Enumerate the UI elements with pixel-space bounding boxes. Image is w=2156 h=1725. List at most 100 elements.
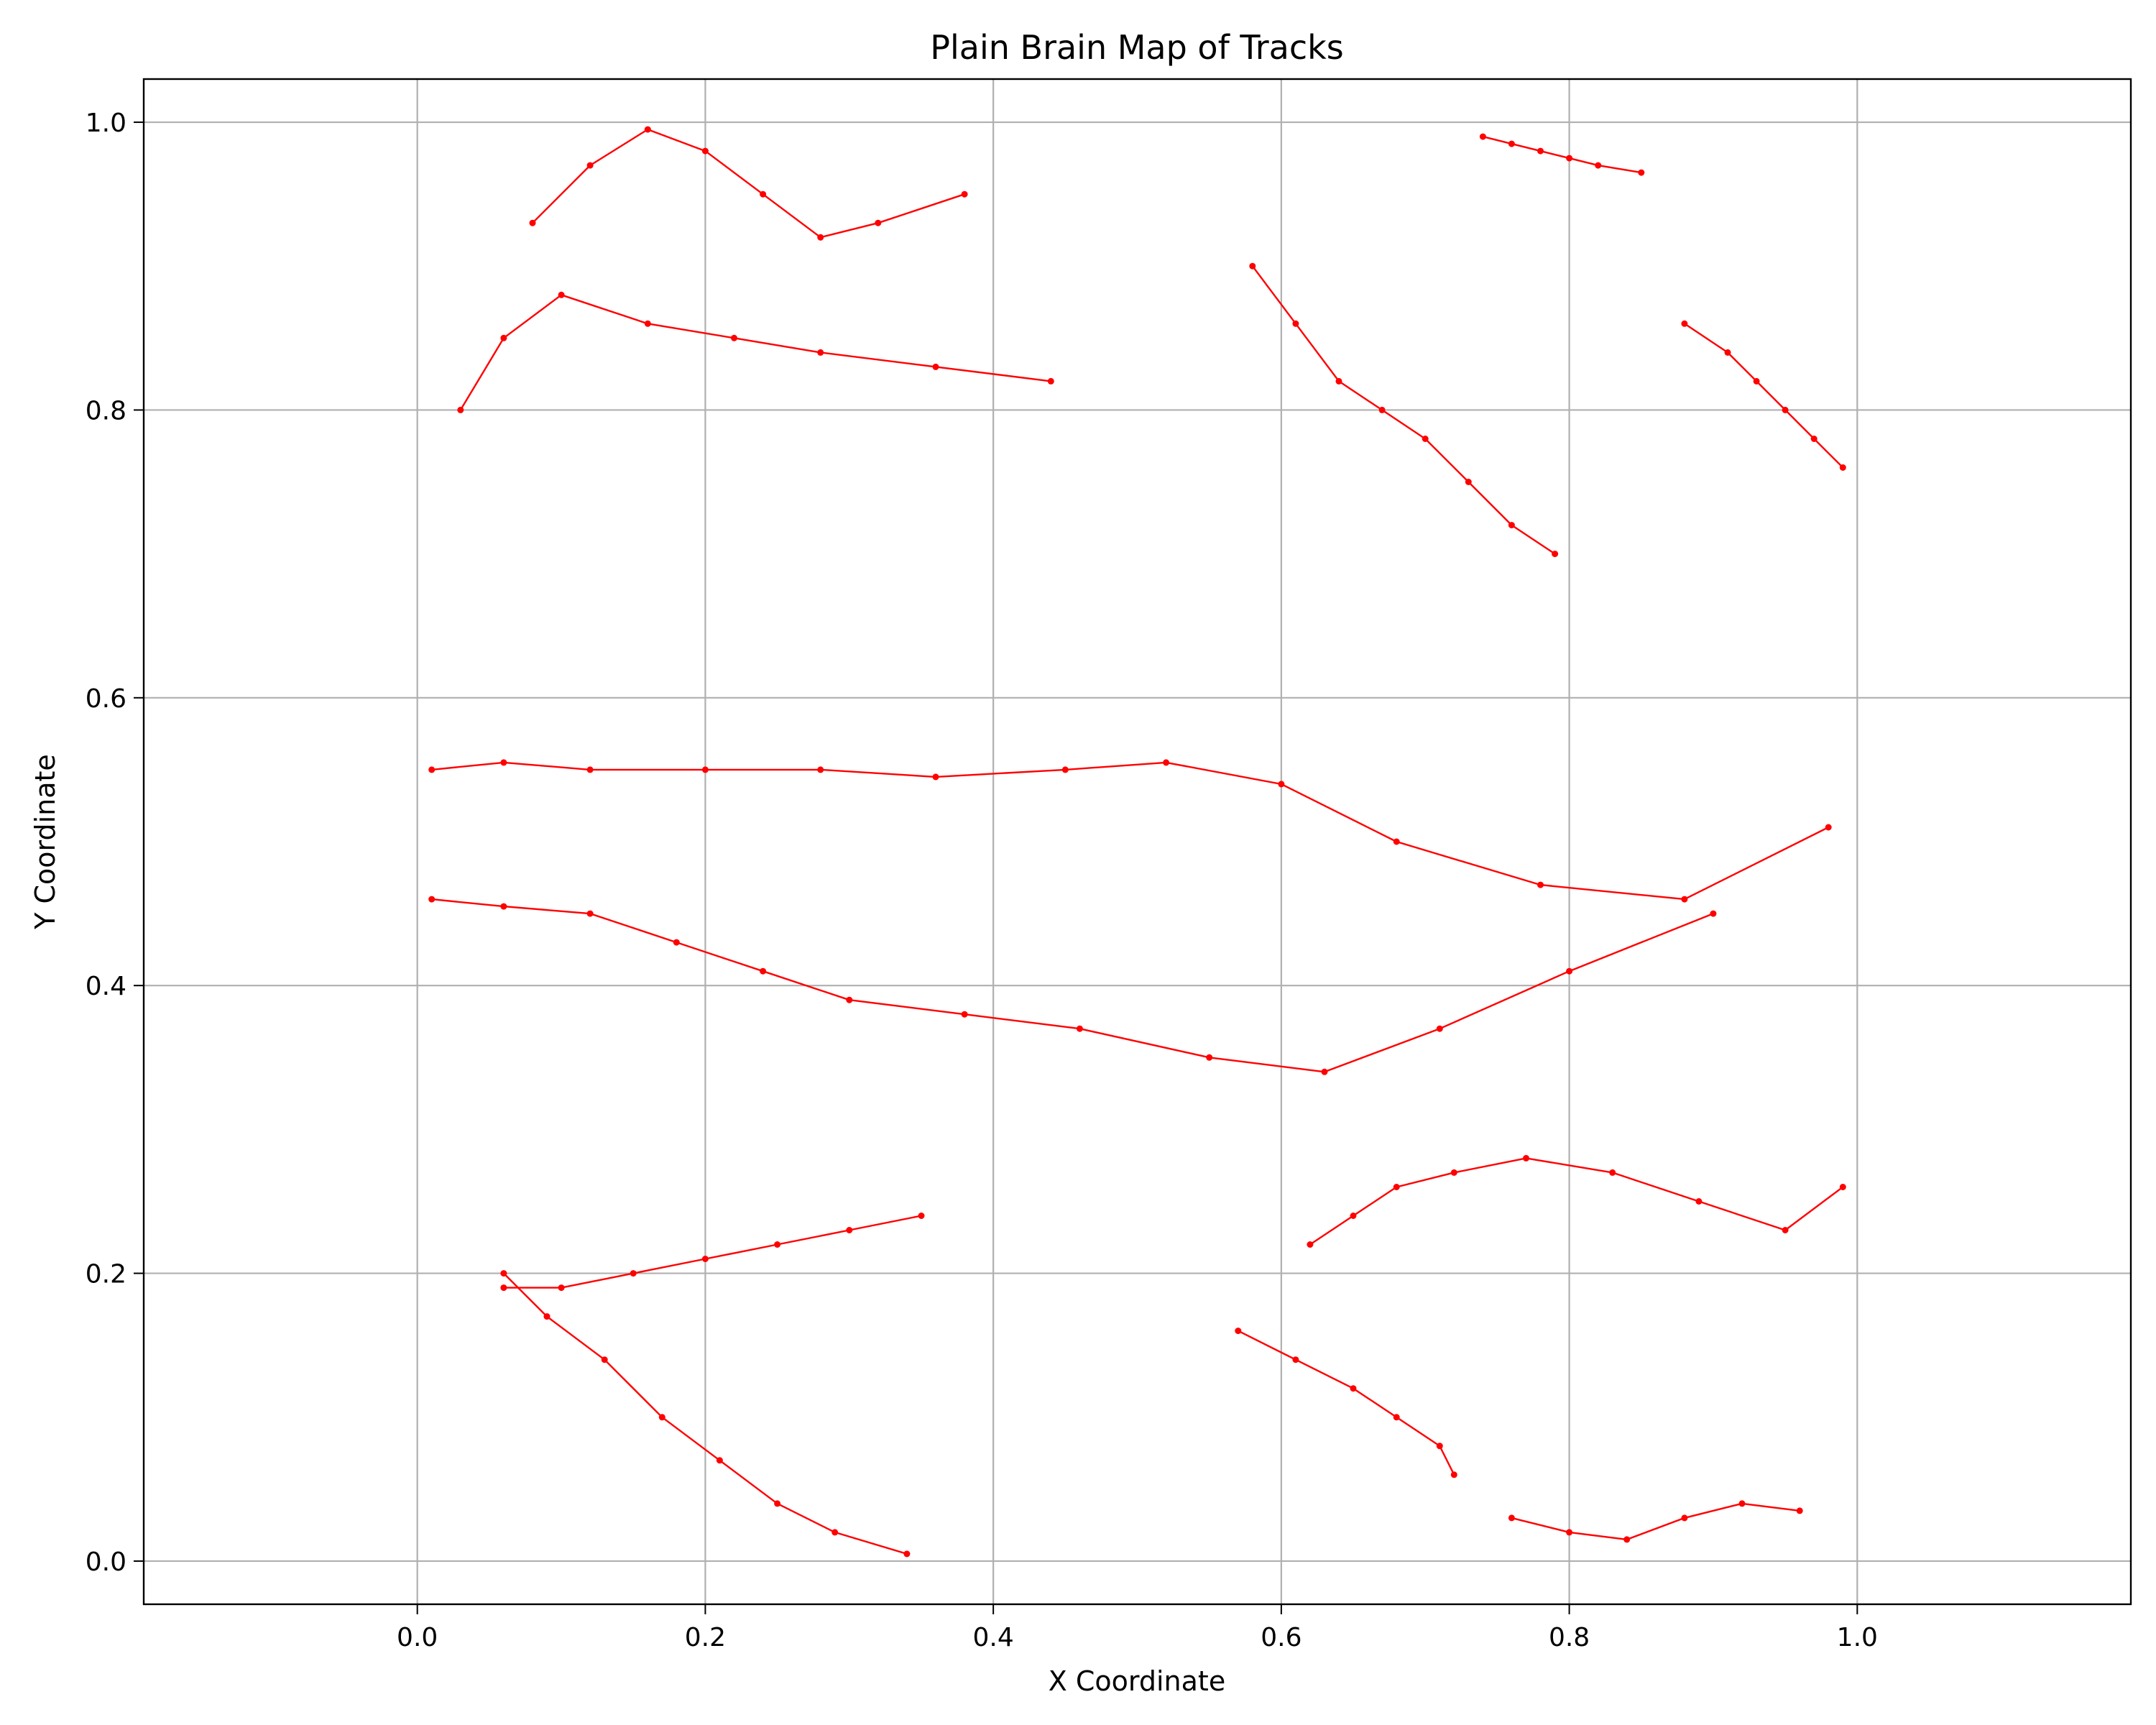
track-point [1508, 140, 1515, 147]
track-point [1566, 967, 1573, 975]
track-line [502, 1272, 908, 1555]
plot-frame [142, 78, 2132, 1606]
track-point [428, 896, 436, 903]
track-point [1450, 1169, 1457, 1176]
track-point [1566, 1529, 1573, 1536]
track-point [1061, 766, 1069, 773]
track-point [918, 1213, 925, 1219]
track-point [1163, 759, 1170, 766]
y-tick-label: 0.4 [86, 972, 126, 1001]
x-tick-label: 0.4 [973, 1623, 1014, 1652]
track-point [586, 910, 594, 917]
track-point [1839, 1184, 1846, 1190]
track-line [1683, 323, 1844, 469]
track-point [846, 1227, 853, 1233]
track-line [1237, 1330, 1455, 1476]
track-point [586, 766, 594, 773]
track-point [529, 219, 536, 226]
track-point [1753, 377, 1760, 385]
track-point [1825, 824, 1832, 831]
y-tick-label: 0.8 [86, 396, 126, 426]
track-point [1450, 1471, 1457, 1478]
track-point [1681, 1514, 1688, 1522]
track-point [1076, 1025, 1083, 1032]
track-point [1537, 147, 1544, 155]
grid-layer [144, 79, 2131, 1604]
y-tick-label: 0.6 [86, 684, 126, 714]
track-point [701, 147, 709, 155]
track-point [1321, 1068, 1328, 1075]
chart-title: Plain Brain Map of Tracks [930, 28, 1343, 67]
track-point [817, 766, 824, 773]
track-point [543, 1313, 550, 1320]
track-point [1623, 1536, 1631, 1543]
y-tick-label: 0.0 [86, 1547, 126, 1577]
track-point [1422, 436, 1429, 442]
track-point [774, 1241, 781, 1248]
track-point [500, 1284, 507, 1292]
tracks-layer [428, 126, 1846, 1558]
track-line [1482, 135, 1643, 174]
track-point [1350, 1385, 1357, 1392]
track-point [457, 406, 464, 413]
x-axis-label: X Coordinate [1049, 1665, 1225, 1697]
track-point [673, 939, 680, 946]
track-point [875, 219, 882, 226]
y-axis-label: Y Coordinate [29, 754, 61, 930]
track-point [1378, 406, 1386, 413]
track-point [1335, 377, 1342, 385]
track-point [1738, 1500, 1746, 1507]
track-point [774, 1500, 781, 1507]
track-point [1393, 1184, 1400, 1190]
track-line [1511, 1502, 1801, 1541]
y-tick-label: 1.0 [86, 109, 126, 138]
track-point [1710, 910, 1717, 917]
y-tick-label: 0.2 [86, 1260, 126, 1289]
track-point [1810, 436, 1818, 442]
track-point [1681, 320, 1688, 327]
track-point [500, 1270, 507, 1277]
track-point [760, 967, 767, 975]
track-point [817, 234, 824, 241]
track-point [1595, 162, 1602, 169]
track-point [586, 162, 594, 169]
track-point [500, 334, 507, 341]
track-point [1695, 1198, 1703, 1205]
track-point [903, 1550, 911, 1558]
track-point [961, 1011, 968, 1018]
track-point [1465, 479, 1472, 485]
track-point [1350, 1213, 1357, 1219]
track-point [500, 903, 507, 910]
track-point [716, 1457, 723, 1464]
x-tick-label: 0.6 [1261, 1623, 1302, 1652]
track-point [601, 1356, 608, 1363]
track-point [1393, 838, 1400, 845]
track-point [558, 291, 565, 298]
track-point [428, 766, 436, 773]
track-point [644, 126, 651, 133]
track-point [558, 1284, 565, 1292]
track-point [932, 363, 939, 370]
track-point [1782, 1227, 1789, 1233]
track-point [500, 759, 507, 766]
track-point [630, 1270, 637, 1277]
track-point [701, 766, 709, 773]
track-point [1724, 349, 1731, 356]
track-point [1782, 406, 1789, 413]
track-point [831, 1529, 839, 1536]
track-point [1278, 781, 1285, 788]
x-tick-label: 0.0 [397, 1623, 438, 1652]
track-point [1292, 1356, 1299, 1363]
track-point [1393, 1414, 1400, 1421]
track-point [1292, 320, 1299, 327]
track-point [1436, 1443, 1443, 1450]
x-tick-label: 0.2 [685, 1623, 726, 1652]
track-point [1479, 133, 1486, 140]
track-point [731, 334, 737, 341]
track-point [760, 190, 767, 198]
track-point [1307, 1241, 1314, 1248]
track-point [1235, 1328, 1242, 1335]
